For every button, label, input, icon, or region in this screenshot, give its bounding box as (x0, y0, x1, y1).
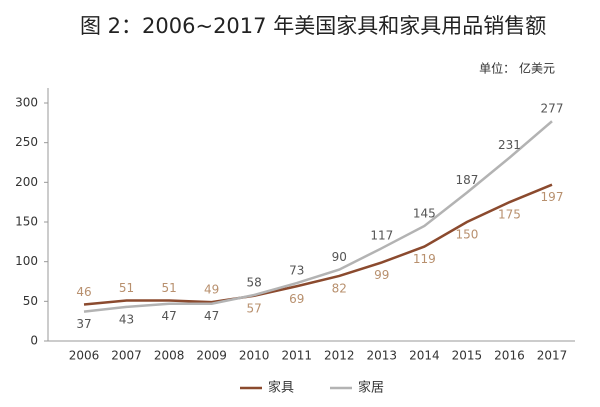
data-label: 175 (498, 208, 521, 222)
data-label: 46 (76, 285, 91, 299)
x-tick-label: 2015 (452, 349, 483, 363)
data-label: 58 (247, 275, 262, 289)
y-tick-label: 100 (15, 254, 38, 268)
x-tick-label: 2013 (367, 349, 398, 363)
data-label: 277 (541, 102, 564, 116)
data-label: 47 (161, 309, 176, 323)
legend-label: 家具 (268, 380, 294, 396)
data-label: 197 (541, 190, 564, 204)
legend-label: 家居 (358, 380, 384, 396)
x-tick-label: 2009 (196, 349, 227, 363)
data-label: 51 (119, 281, 134, 295)
y-tick-label: 0 (30, 334, 38, 348)
x-tick-label: 2007 (111, 349, 142, 363)
y-tick-label: 300 (15, 96, 38, 110)
data-label: 150 (455, 228, 478, 242)
data-label: 49 (204, 283, 219, 297)
data-label: 51 (161, 281, 176, 295)
x-tick-label: 2010 (239, 349, 270, 363)
data-label: 145 (413, 206, 436, 220)
x-tick-label: 2017 (537, 349, 568, 363)
y-tick-label: 200 (15, 175, 38, 189)
data-label: 117 (370, 229, 393, 243)
x-tick-label: 2012 (324, 349, 355, 363)
x-tick-label: 2014 (409, 349, 440, 363)
data-label: 82 (332, 281, 347, 295)
data-label: 119 (413, 252, 436, 266)
line-series (83, 120, 553, 313)
x-tick-label: 2006 (69, 349, 100, 363)
data-label: 231 (498, 138, 521, 152)
y-tick-label: 150 (15, 215, 38, 229)
data-label: 73 (289, 264, 304, 278)
data-label: 57 (247, 301, 262, 315)
data-label: 90 (332, 250, 347, 264)
x-tick-label: 2008 (154, 349, 185, 363)
data-label: 37 (76, 317, 91, 331)
data-label: 47 (204, 309, 219, 323)
y-tick-label: 50 (23, 294, 38, 308)
data-label: 187 (455, 173, 478, 187)
chart-title: 图 2：2006~2017 年美国家具和家具用品销售额 (80, 14, 546, 38)
data-label: 69 (289, 292, 304, 306)
data-label: 43 (119, 312, 134, 326)
x-tick-label: 2016 (494, 349, 525, 363)
y-tick-label: 250 (15, 135, 38, 149)
x-tick-label: 2011 (281, 349, 312, 363)
unit-label: 单位： 亿美元 (479, 61, 555, 76)
data-label: 99 (374, 268, 389, 282)
line-series (83, 183, 553, 306)
